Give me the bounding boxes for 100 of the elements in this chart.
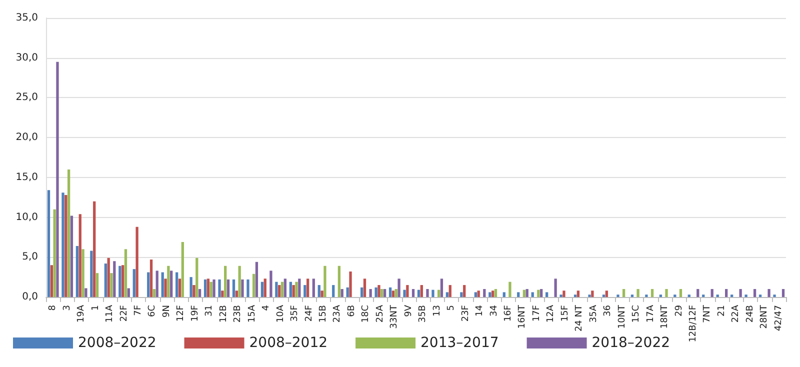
bar xyxy=(76,246,79,297)
bar xyxy=(739,289,742,297)
x-tick-label: 19F xyxy=(190,305,200,322)
bar xyxy=(522,290,526,297)
x-tick-label: 3 xyxy=(62,305,72,311)
bar xyxy=(47,190,50,297)
bar xyxy=(446,292,449,297)
bar xyxy=(156,270,158,297)
bar xyxy=(192,285,196,297)
legend-label: 2008–2022 xyxy=(78,335,156,351)
bar xyxy=(320,290,324,297)
bar xyxy=(679,289,682,297)
bar xyxy=(260,282,264,297)
bar xyxy=(127,288,130,297)
bar xyxy=(753,289,756,297)
x-tick-label: 18C xyxy=(361,305,372,323)
bar xyxy=(380,289,384,297)
bar xyxy=(82,249,84,297)
x-tick-label: 15C xyxy=(632,305,642,323)
bar xyxy=(132,269,136,297)
bar xyxy=(474,292,477,297)
bar xyxy=(284,278,286,297)
bar xyxy=(392,290,395,297)
bar xyxy=(270,270,272,297)
bar xyxy=(622,289,626,297)
y-tick-label: 25,0 xyxy=(16,92,38,104)
y-tick-label: 0,0 xyxy=(22,292,38,302)
bar xyxy=(605,290,608,297)
bar xyxy=(104,264,107,297)
x-tick-label: 24 NT xyxy=(574,304,585,332)
bar xyxy=(562,290,566,297)
bar xyxy=(531,292,534,297)
bar xyxy=(349,271,352,297)
y-tick-label: 35,0 xyxy=(16,12,38,24)
bar xyxy=(636,289,640,297)
x-tick-label: 8 xyxy=(48,304,58,311)
bar xyxy=(363,278,366,297)
x-tick-label: 22A xyxy=(731,304,742,323)
bar xyxy=(147,272,150,297)
y-tick-label: 5,0 xyxy=(22,252,38,263)
bar xyxy=(502,292,506,297)
x-tick-label: 9V xyxy=(404,304,414,317)
bar xyxy=(696,289,700,297)
bar xyxy=(306,278,310,297)
x-tick-label: 10NT xyxy=(617,304,628,329)
bar xyxy=(90,250,93,297)
bar xyxy=(378,285,380,297)
x-tick-label: 6C xyxy=(148,305,158,318)
x-tick-label: 24B xyxy=(745,305,756,323)
bar xyxy=(96,273,99,297)
x-tick-label: 13 xyxy=(432,305,442,316)
bar xyxy=(70,216,74,297)
bar xyxy=(164,278,167,297)
x-tick-label: 5 xyxy=(446,305,457,311)
bar xyxy=(440,278,444,297)
x-tick-label: 24F xyxy=(304,305,314,322)
bar xyxy=(93,201,96,297)
bar xyxy=(152,289,156,297)
bar xyxy=(53,209,56,297)
bar xyxy=(374,287,378,297)
bar xyxy=(264,278,266,297)
bar xyxy=(56,62,59,297)
bar xyxy=(292,285,295,297)
bar xyxy=(210,282,212,297)
bar xyxy=(118,266,122,297)
bar xyxy=(540,289,543,297)
bar xyxy=(62,192,64,297)
bar xyxy=(150,260,153,297)
bar xyxy=(212,279,216,297)
bar xyxy=(369,289,372,297)
x-tick-label: 23F xyxy=(460,305,471,322)
legend-label: 2013–2017 xyxy=(420,335,499,351)
x-tick-label: 16NT xyxy=(518,304,528,329)
bar xyxy=(178,278,182,297)
bar xyxy=(406,285,409,297)
x-tick-label: 33NT xyxy=(390,304,400,329)
bar xyxy=(463,285,466,297)
x-tick-label: 12B/12F xyxy=(688,305,698,342)
x-tick-label: 18NT xyxy=(660,304,670,329)
bar xyxy=(383,289,386,297)
y-tick-label: 30,0 xyxy=(16,52,38,64)
x-tick-label: 7F xyxy=(134,305,144,316)
x-tick-label: 16F xyxy=(504,305,514,322)
bar xyxy=(218,279,221,297)
bar xyxy=(537,290,540,297)
x-tick-label: 15F xyxy=(560,305,570,322)
bar xyxy=(124,249,128,297)
bar xyxy=(526,289,528,297)
x-tick-label: 15A xyxy=(247,304,258,323)
x-tick-label: 42/47 xyxy=(774,305,784,331)
x-tick-label: 31 xyxy=(204,305,215,316)
bar xyxy=(782,289,785,297)
bar xyxy=(483,289,486,297)
bar xyxy=(494,289,498,297)
bar xyxy=(238,266,241,297)
bar xyxy=(241,279,244,297)
bar xyxy=(768,289,770,297)
bar xyxy=(176,272,178,297)
bar xyxy=(398,278,400,297)
bar xyxy=(554,278,557,297)
